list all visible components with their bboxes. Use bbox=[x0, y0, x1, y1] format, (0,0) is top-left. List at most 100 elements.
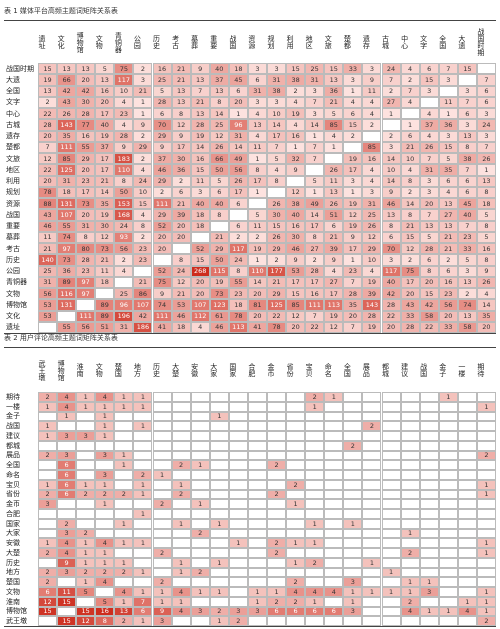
row-header: 文物 bbox=[6, 587, 20, 596]
matrix-cell: 4 bbox=[438, 186, 458, 198]
matrix-cell: 8 bbox=[400, 209, 420, 221]
empty-cell bbox=[305, 509, 325, 519]
empty-cell bbox=[190, 401, 210, 412]
empty-cell bbox=[247, 450, 267, 461]
matrix-cell: 19 bbox=[95, 130, 115, 142]
matrix-cell: 2 bbox=[228, 231, 248, 243]
empty-cell bbox=[267, 567, 287, 578]
empty-cell bbox=[438, 499, 458, 509]
row-header: 全国 bbox=[6, 461, 20, 470]
matrix-cell: 1 bbox=[476, 596, 496, 607]
empty-cell bbox=[457, 489, 477, 500]
empty-cell bbox=[362, 392, 382, 402]
empty-cell bbox=[267, 411, 287, 422]
empty-cell bbox=[267, 431, 287, 441]
matrix-cell: 8 bbox=[476, 254, 496, 266]
empty-cell bbox=[38, 528, 58, 539]
matrix-cell: 2 bbox=[305, 392, 325, 402]
matrix-cell: 42 bbox=[419, 299, 439, 311]
matrix-cell: 5 bbox=[152, 85, 172, 97]
empty-cell bbox=[267, 528, 287, 539]
matrix-cell: 12 bbox=[95, 231, 115, 243]
matrix-cell: 26 bbox=[209, 141, 229, 153]
matrix-cell: 25 bbox=[209, 119, 229, 131]
empty-cell bbox=[476, 528, 496, 539]
matrix-cell: 5 bbox=[457, 254, 477, 266]
matrix-cell: 12 bbox=[286, 310, 306, 322]
empty-cell bbox=[324, 577, 344, 587]
empty-cell bbox=[114, 509, 134, 519]
matrix-cell: 143 bbox=[57, 119, 77, 131]
empty-cell bbox=[438, 421, 458, 431]
matrix-cell: 7 bbox=[267, 141, 287, 153]
matrix-cell: 15 bbox=[57, 616, 77, 626]
row-header: 资源 bbox=[6, 199, 20, 208]
matrix-cell: 24 bbox=[114, 220, 134, 232]
empty-cell bbox=[400, 509, 420, 519]
empty-cell bbox=[247, 470, 267, 480]
matrix-cell: 3 bbox=[362, 63, 382, 75]
matrix-cell: 20 bbox=[38, 175, 58, 187]
empty-cell bbox=[305, 567, 325, 578]
empty-cell bbox=[190, 557, 210, 568]
matrix-cell: 31 bbox=[362, 198, 382, 210]
empty-cell bbox=[362, 431, 382, 441]
matrix-cell: 31 bbox=[419, 164, 439, 176]
matrix-cell: 107 bbox=[57, 209, 77, 221]
column-header: 规划 bbox=[267, 35, 275, 49]
matrix-cell: 2 bbox=[190, 528, 210, 539]
empty-cell bbox=[152, 401, 172, 412]
matrix-cell: 3 bbox=[419, 85, 439, 97]
empty-cell bbox=[381, 401, 401, 412]
empty-cell bbox=[209, 421, 229, 431]
empty-cell bbox=[95, 509, 115, 519]
empty-cell bbox=[305, 489, 325, 500]
column-header: 公园 bbox=[133, 35, 142, 49]
matrix-cell: 117 bbox=[228, 243, 248, 255]
empty-cell bbox=[381, 119, 401, 131]
matrix-cell: 1 bbox=[152, 470, 172, 480]
matrix-cell: 2 bbox=[362, 119, 382, 131]
matrix-cell: 56 bbox=[76, 321, 96, 333]
matrix-cell: 2 bbox=[267, 548, 287, 558]
matrix-cell: 2 bbox=[152, 186, 172, 198]
empty-cell bbox=[152, 440, 172, 451]
matrix-cell: 28 bbox=[152, 96, 172, 108]
matrix-cell: 38 bbox=[267, 85, 287, 97]
matrix-cell: 113 bbox=[324, 299, 344, 311]
empty-cell bbox=[247, 548, 267, 558]
matrix-cell: 26 bbox=[228, 175, 248, 187]
matrix-cell: 1 bbox=[95, 411, 115, 422]
matrix-cell: 50 bbox=[209, 164, 229, 176]
matrix-cell: 7 bbox=[419, 209, 439, 221]
matrix-cell: 74 bbox=[152, 299, 172, 311]
empty-cell bbox=[362, 577, 382, 587]
matrix-cell: 33 bbox=[438, 321, 458, 333]
matrix-cell: 6 bbox=[286, 606, 306, 617]
empty-cell bbox=[247, 431, 267, 441]
empty-cell bbox=[324, 460, 344, 470]
matrix-cell: 17 bbox=[343, 164, 363, 176]
empty-cell bbox=[343, 548, 363, 558]
matrix-cell: 20 bbox=[438, 310, 458, 322]
empty-cell bbox=[114, 548, 134, 558]
empty-cell bbox=[343, 431, 363, 441]
empty-cell bbox=[419, 392, 439, 402]
matrix-cell: 12 bbox=[209, 130, 229, 142]
matrix-cell: 3 bbox=[419, 587, 439, 597]
matrix-cell: 2 bbox=[57, 518, 77, 529]
matrix-cell: 13 bbox=[76, 63, 96, 75]
matrix-cell: 6 bbox=[38, 587, 58, 597]
matrix-cell: 20 bbox=[76, 74, 96, 86]
empty-cell bbox=[457, 567, 477, 578]
column-header: 资源 bbox=[247, 35, 256, 49]
empty-cell bbox=[438, 509, 458, 519]
matrix-cell: 5 bbox=[419, 231, 439, 243]
empty-cell bbox=[362, 460, 382, 470]
matrix-cell: 20 bbox=[228, 96, 248, 108]
empty-cell bbox=[457, 450, 477, 461]
matrix-cell: 1 bbox=[38, 401, 58, 412]
matrix-cell: 17 bbox=[76, 186, 96, 198]
matrix-cell: 1 bbox=[57, 411, 77, 422]
matrix-cell: 3 bbox=[76, 431, 96, 441]
